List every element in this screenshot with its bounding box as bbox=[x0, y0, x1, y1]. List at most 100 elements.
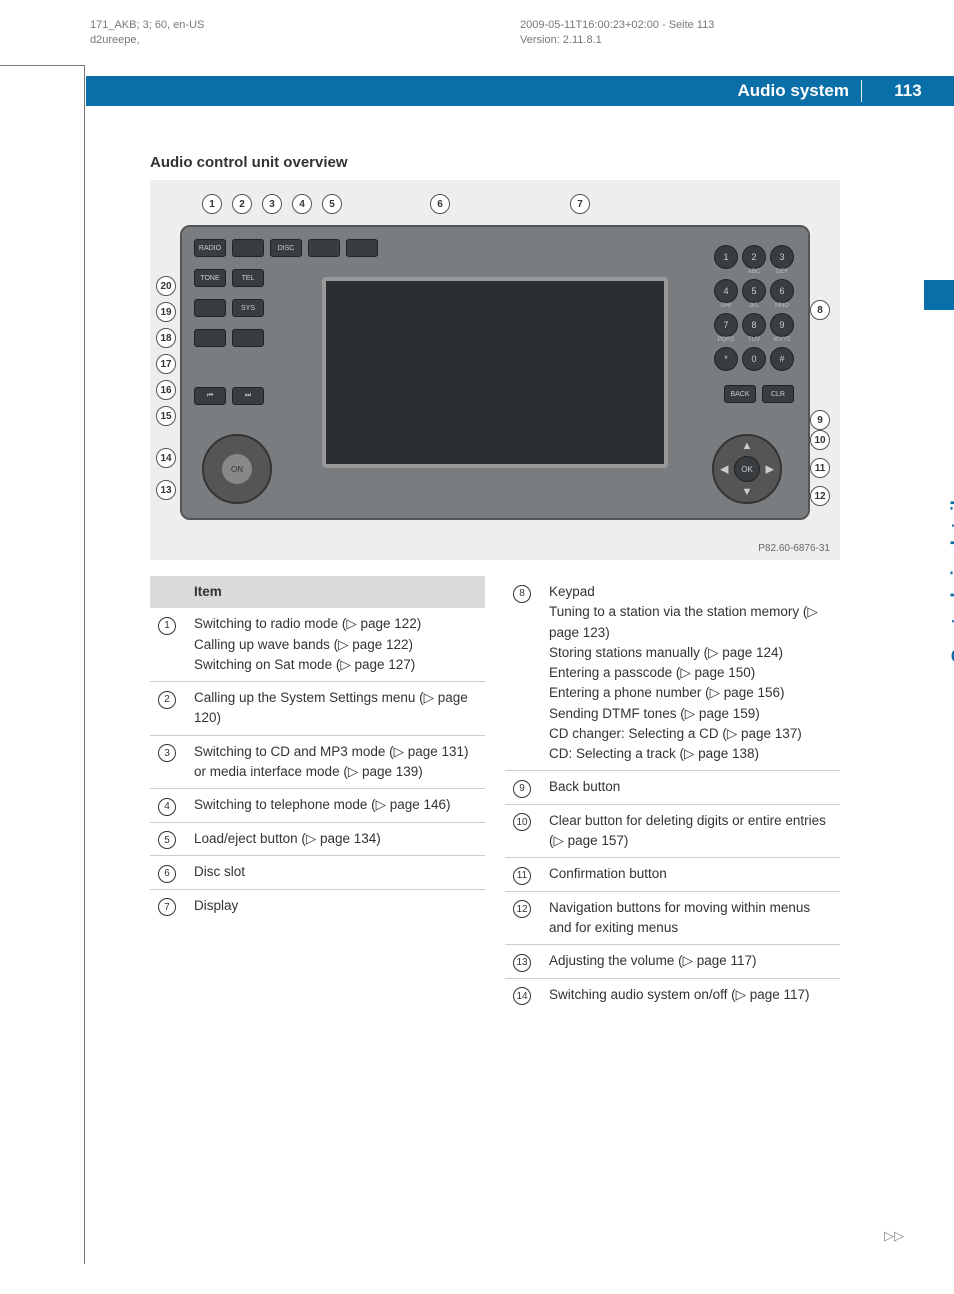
table-row: 5Load/eject button (▷ page 134) bbox=[150, 823, 485, 857]
table-row: 6 Disc slot bbox=[150, 856, 485, 890]
on-button: ON bbox=[222, 454, 252, 484]
callout-4: 4 bbox=[292, 194, 312, 214]
table-row: 12Navigation buttons for moving within m… bbox=[505, 892, 840, 946]
side-tab bbox=[924, 280, 954, 310]
row-line: Calling up wave bands (▷ page 122) bbox=[194, 635, 477, 655]
callout-20: 20 bbox=[156, 276, 176, 296]
row-number: 3 bbox=[158, 742, 194, 783]
callout-2: 2 bbox=[232, 194, 252, 214]
table-row: 13Adjusting the volume (▷ page 117) bbox=[505, 945, 840, 979]
row-line: Clear button for deleting digits or enti… bbox=[549, 811, 832, 852]
rule-left bbox=[84, 65, 85, 1264]
row-number: 12 bbox=[513, 898, 549, 939]
circled-number-icon: 11 bbox=[513, 867, 531, 885]
row-line: Switching to CD and MP3 mode (▷ page 131… bbox=[194, 742, 477, 783]
row-line: Calling up the System Settings menu (▷ p… bbox=[194, 688, 477, 729]
callout-11: 11 bbox=[810, 458, 830, 478]
row-text: Switching to radio mode (▷ page 122)Call… bbox=[194, 614, 477, 675]
circled-number-icon: 6 bbox=[158, 865, 176, 883]
row-line: Confirmation button bbox=[549, 864, 832, 884]
meta-left: 171_AKB; 3; 60, en-US d2ureepe, bbox=[90, 18, 204, 49]
keypad-label: MNO bbox=[770, 303, 794, 309]
unit-body: RADIO DISC TONE TEL SYS ⏮ ⏭ ON 12ABC3DEF… bbox=[180, 225, 810, 520]
section-title: Audio control unit overview bbox=[150, 154, 348, 171]
meta-left-2: d2ureepe, bbox=[90, 33, 204, 48]
btn-row-1: RADIO DISC bbox=[194, 239, 378, 257]
keypad: 12ABC3DEF4GHI5JKL6MNO7PQRS8TUV9WXYZ*0# bbox=[714, 245, 794, 371]
volume-dial: ON bbox=[202, 434, 272, 504]
row-number: 4 bbox=[158, 795, 194, 816]
row-number: 2 bbox=[158, 688, 194, 729]
row-number: 14 bbox=[513, 985, 549, 1006]
callout-17: 17 bbox=[156, 354, 176, 374]
keypad-label: WXYZ bbox=[770, 337, 794, 343]
callout-6: 6 bbox=[430, 194, 450, 214]
arrow-down-icon: ▼ bbox=[742, 486, 753, 498]
circled-number-icon: 8 bbox=[513, 585, 531, 603]
callout-13: 13 bbox=[156, 480, 176, 500]
circled-number-icon: 2 bbox=[158, 691, 176, 709]
arrow-left-icon: ◀ bbox=[720, 463, 728, 476]
display-screen bbox=[322, 277, 668, 468]
keypad-*: * bbox=[714, 347, 738, 371]
table-left: Item 1Switching to radio mode (▷ page 12… bbox=[150, 576, 485, 1011]
meta-left-1: 171_AKB; 3; 60, en-US bbox=[90, 18, 204, 33]
table-row: 11 Confirmation button bbox=[505, 858, 840, 892]
row-text: Confirmation button bbox=[549, 864, 832, 885]
keypad-label: GHI bbox=[714, 303, 738, 309]
row-line: Display bbox=[194, 896, 477, 916]
banner-page: 113 bbox=[862, 81, 954, 101]
keypad-3: 3 bbox=[770, 245, 794, 269]
btn-clr: CLR bbox=[762, 385, 794, 403]
btn bbox=[232, 239, 264, 257]
keypad-6: 6 bbox=[770, 279, 794, 303]
rule-top bbox=[0, 65, 84, 66]
row-text: Clear button for deleting digits or enti… bbox=[549, 811, 832, 852]
keypad-5: 5 bbox=[742, 279, 766, 303]
circled-number-icon: 14 bbox=[513, 987, 531, 1005]
table-row: 1Switching to radio mode (▷ page 122)Cal… bbox=[150, 608, 485, 682]
banner-title: Audio system bbox=[738, 81, 861, 101]
callout-18: 18 bbox=[156, 328, 176, 348]
row-line: Tuning to a station via the station memo… bbox=[549, 602, 832, 643]
row-line: CD: Selecting a track (▷ page 138) bbox=[549, 744, 832, 764]
btn-sys: SYS bbox=[232, 299, 264, 317]
row-line: Disc slot bbox=[194, 862, 477, 882]
keypad-label: DEF bbox=[770, 269, 794, 275]
row-text: Load/eject button (▷ page 134) bbox=[194, 829, 477, 850]
header-item: Item bbox=[194, 582, 477, 602]
table-row: 10 Clear button for deleting digits or en… bbox=[505, 805, 840, 859]
circled-number-icon: 10 bbox=[513, 813, 531, 831]
keypad-8: 8 bbox=[742, 313, 766, 337]
table-row: 8KeypadTuning to a station via the stati… bbox=[505, 576, 840, 771]
circled-number-icon: 4 bbox=[158, 798, 176, 816]
btn-prev: ⏮ bbox=[194, 387, 226, 405]
keypad-label: ABC bbox=[742, 269, 766, 275]
table-row: 7Display bbox=[150, 890, 485, 923]
banner-sep bbox=[861, 80, 862, 102]
callout-9: 9 bbox=[810, 410, 830, 430]
back-clr-row: BACK CLR bbox=[724, 385, 794, 403]
btn-row-skip: ⏮ ⏭ bbox=[194, 387, 264, 405]
row-number: 7 bbox=[158, 896, 194, 917]
btn-row-4 bbox=[194, 329, 264, 347]
btn-row-3: SYS bbox=[194, 299, 264, 317]
callout-8: 8 bbox=[810, 300, 830, 320]
ok-button: OK bbox=[734, 456, 760, 482]
row-number: 13 bbox=[513, 951, 549, 972]
row-text: Switching audio system on/off (▷ page 11… bbox=[549, 985, 832, 1006]
table-row: 9Back button bbox=[505, 771, 840, 805]
row-line: Back button bbox=[549, 777, 832, 797]
row-line: Switching on Sat mode (▷ page 127) bbox=[194, 655, 477, 675]
keypad-#: # bbox=[770, 347, 794, 371]
row-line: Load/eject button (▷ page 134) bbox=[194, 829, 477, 849]
callout-19: 19 bbox=[156, 302, 176, 322]
row-text: Disc slot bbox=[194, 862, 477, 883]
row-line: Entering a phone number (▷ page 156) bbox=[549, 683, 832, 703]
circled-number-icon: 3 bbox=[158, 744, 176, 762]
keypad-7: 7 bbox=[714, 313, 738, 337]
arrow-right-icon: ▶ bbox=[766, 463, 774, 476]
btn-back: BACK bbox=[724, 385, 756, 403]
row-text: Switching to telephone mode (▷ page 146) bbox=[194, 795, 477, 816]
btn-radio: RADIO bbox=[194, 239, 226, 257]
